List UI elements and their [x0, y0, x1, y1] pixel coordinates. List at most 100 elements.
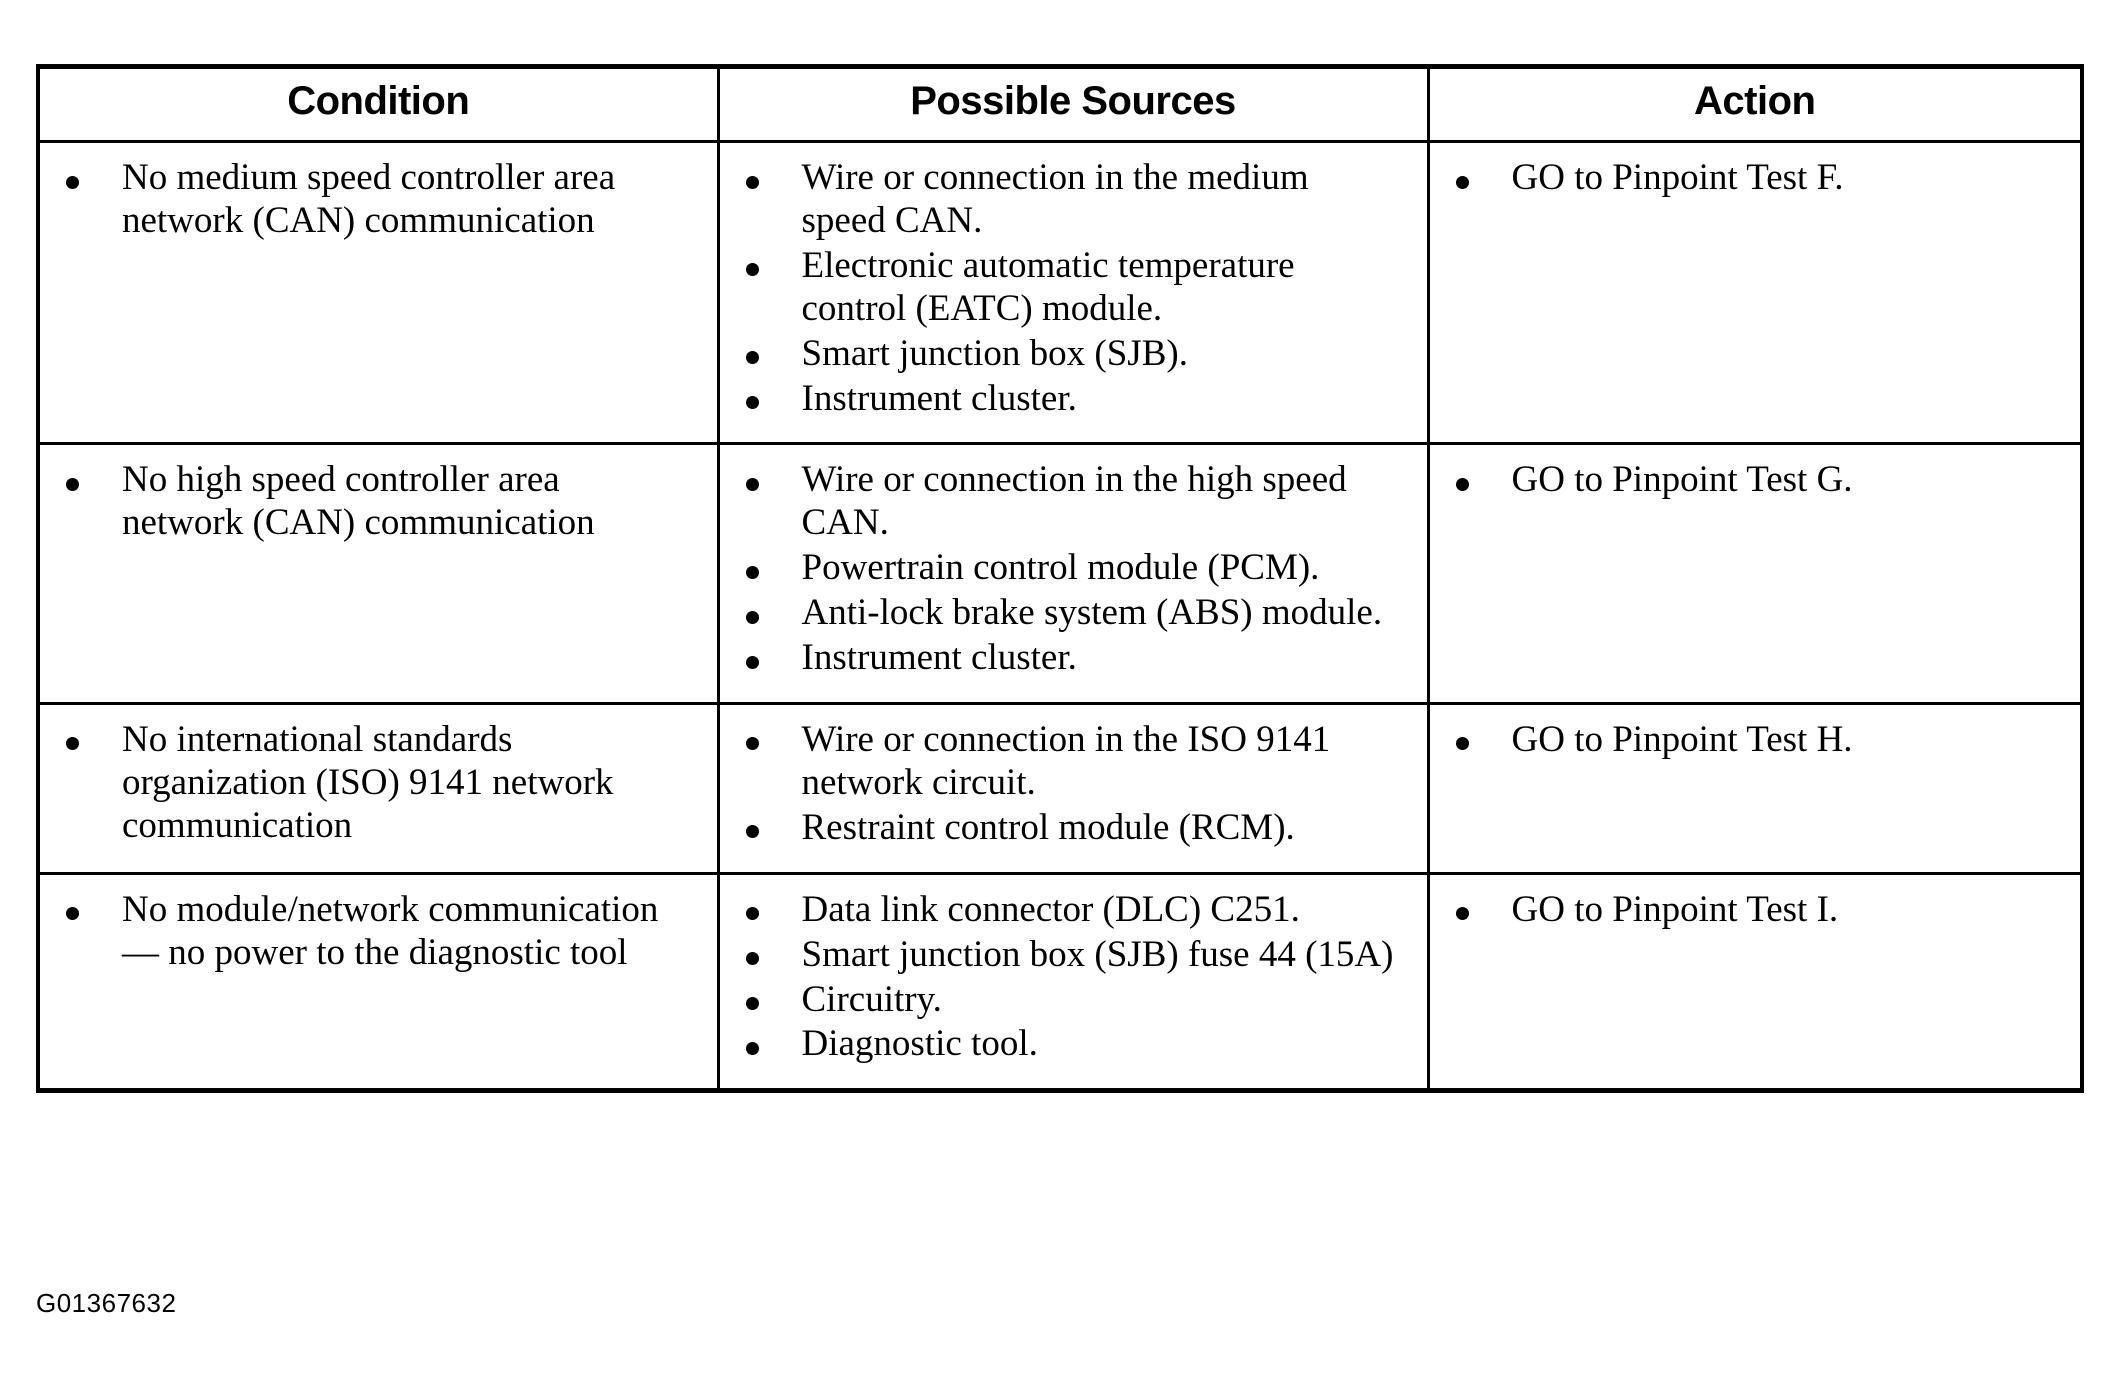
sources-bullet-list: Wire or connection in the high speed CAN…	[726, 459, 1417, 680]
list-item-label: Anti-lock brake system (ABS) module.	[801, 592, 1383, 634]
list-item: GO to Pinpoint Test H.	[1436, 719, 2071, 762]
diagnostic-condition-table: Condition Possible Sources Action No med…	[36, 64, 2084, 1094]
list-item: Wire or connection in the ISO 9141 netwo…	[726, 719, 1417, 805]
list-item: Smart junction box (SJB) fuse 44 (15A)	[726, 934, 1417, 977]
list-item: No high speed controller area network (C…	[46, 459, 707, 545]
sources-bullet-list: Data link connector (DLC) C251. Smart ju…	[726, 889, 1417, 1067]
table-row: No international standards organization …	[36, 703, 2084, 875]
condition-bullet-list: No medium speed controller area network …	[46, 157, 707, 243]
bullet-dot-icon	[745, 825, 759, 839]
condition-bullet-list: No module/network communication — no pow…	[46, 889, 707, 975]
sources-bullet-list: Wire or connection in the ISO 9141 netwo…	[726, 719, 1417, 850]
list-item-label: No international standards organization …	[122, 718, 614, 846]
table-row: No high speed controller area network (C…	[36, 443, 2084, 705]
bullet-dot-icon	[1455, 907, 1469, 921]
cell-action: GO to Pinpoint Test F.	[1426, 141, 2084, 446]
list-item-label: No medium speed controller area network …	[122, 157, 616, 241]
cell-condition: No module/network communication — no pow…	[36, 873, 718, 1094]
list-item-label: No module/network communication — no pow…	[122, 888, 659, 973]
bullet-dot-icon	[745, 610, 759, 624]
list-item: No module/network communication — no pow…	[46, 889, 707, 975]
bullet-dot-icon	[66, 907, 79, 921]
bullet-dot-icon	[66, 737, 79, 751]
bullet-dot-icon	[745, 997, 759, 1010]
list-item-label: GO to Pinpoint Test F.	[1511, 157, 1844, 198]
list-item: Instrument cluster.	[726, 637, 1417, 680]
cell-action: GO to Pinpoint Test G.	[1426, 443, 2084, 705]
list-item-label: Diagnostic tool.	[801, 1023, 1038, 1065]
bullet-dot-icon	[745, 655, 759, 669]
list-item: No international standards organization …	[46, 719, 707, 848]
table-body: No medium speed controller area network …	[36, 141, 2084, 1094]
cell-condition: No high speed controller area network (C…	[36, 443, 718, 705]
table-header-row: Condition Possible Sources Action	[36, 64, 2084, 143]
bullet-dot-icon	[745, 737, 759, 751]
column-header-condition: Condition	[36, 64, 718, 143]
cell-possible-sources: Wire or connection in the medium speed C…	[716, 141, 1428, 446]
action-bullet-list: GO to Pinpoint Test F.	[1436, 157, 2071, 200]
list-item-label: Wire or connection in the ISO 9141 netwo…	[801, 718, 1331, 803]
bullet-dot-icon	[745, 263, 759, 277]
list-item: GO to Pinpoint Test G.	[1436, 459, 2071, 502]
list-item-label: Smart junction box (SJB) fuse 44 (15A)	[801, 933, 1394, 975]
list-item-label: Smart junction box (SJB).	[801, 332, 1188, 374]
list-item: Instrument cluster.	[726, 378, 1417, 421]
list-item-label: Wire or connection in the medium speed C…	[801, 157, 1309, 241]
list-item: GO to Pinpoint Test I.	[1436, 889, 2071, 932]
bullet-dot-icon	[745, 1041, 759, 1055]
cell-action: GO to Pinpoint Test I.	[1426, 873, 2084, 1094]
action-bullet-list: GO to Pinpoint Test G.	[1436, 459, 2071, 502]
list-item: Restraint control module (RCM).	[726, 807, 1417, 850]
bullet-dot-icon	[745, 477, 759, 491]
table-row: No module/network communication — no pow…	[36, 873, 2084, 1094]
action-bullet-list: GO to Pinpoint Test H.	[1436, 719, 2071, 762]
bullet-dot-icon	[745, 175, 759, 189]
list-item-label: Instrument cluster.	[801, 637, 1077, 679]
list-item-label: GO to Pinpoint Test H.	[1511, 718, 1853, 760]
bullet-dot-icon	[66, 175, 79, 189]
bullet-dot-icon	[1455, 737, 1469, 751]
action-bullet-list: GO to Pinpoint Test I.	[1436, 889, 2071, 932]
list-item: Anti-lock brake system (ABS) module.	[726, 592, 1417, 635]
list-item-label: Instrument cluster.	[801, 377, 1077, 419]
list-item: No medium speed controller area network …	[46, 157, 707, 243]
list-item: Wire or connection in the high speed CAN…	[726, 459, 1417, 545]
list-item: Diagnostic tool.	[726, 1023, 1417, 1066]
cell-condition: No medium speed controller area network …	[36, 141, 718, 446]
list-item-label: Circuitry.	[801, 978, 942, 1020]
list-item: Smart junction box (SJB).	[726, 333, 1417, 376]
bullet-dot-icon	[745, 565, 759, 579]
table-header: Condition Possible Sources Action	[36, 64, 2084, 143]
bullet-dot-icon	[1455, 477, 1469, 491]
list-item-label: Data link connector (DLC) C251.	[801, 888, 1300, 930]
cell-action: GO to Pinpoint Test H.	[1426, 703, 2084, 875]
list-item-label: GO to Pinpoint Test I.	[1511, 888, 1839, 930]
list-item-label: Electronic automatic temperature control…	[801, 244, 1295, 329]
list-item-label: No high speed controller area network (C…	[122, 459, 595, 544]
bullet-dot-icon	[1455, 175, 1469, 189]
bullet-dot-icon	[745, 952, 759, 966]
cell-possible-sources: Wire or connection in the high speed CAN…	[716, 443, 1428, 705]
condition-bullet-list: No international standards organization …	[46, 719, 707, 848]
list-item-label: Restraint control module (RCM).	[801, 806, 1295, 848]
sources-bullet-list: Wire or connection in the medium speed C…	[726, 157, 1417, 420]
condition-bullet-list: No high speed controller area network (C…	[46, 459, 707, 545]
list-item-label: Powertrain control module (PCM).	[801, 547, 1320, 589]
cell-possible-sources: Wire or connection in the ISO 9141 netwo…	[716, 703, 1428, 875]
cell-possible-sources: Data link connector (DLC) C251. Smart ju…	[716, 873, 1428, 1094]
bullet-dot-icon	[745, 396, 759, 410]
bullet-dot-icon	[745, 907, 759, 921]
column-header-action: Action	[1426, 64, 2084, 143]
bullet-dot-icon	[745, 351, 759, 365]
list-item: Powertrain control module (PCM).	[726, 547, 1417, 590]
list-item: Electronic automatic temperature control…	[726, 245, 1417, 331]
list-item: GO to Pinpoint Test F.	[1436, 157, 2071, 200]
list-item-label: GO to Pinpoint Test G.	[1511, 459, 1853, 501]
list-item: Circuitry.	[726, 979, 1417, 1022]
bullet-dot-icon	[66, 477, 79, 491]
list-item: Data link connector (DLC) C251.	[726, 889, 1417, 932]
figure-code-label: G01367632	[36, 1288, 177, 1318]
list-item-label: Wire or connection in the high speed CAN…	[801, 459, 1347, 544]
table-row: No medium speed controller area network …	[36, 141, 2084, 446]
